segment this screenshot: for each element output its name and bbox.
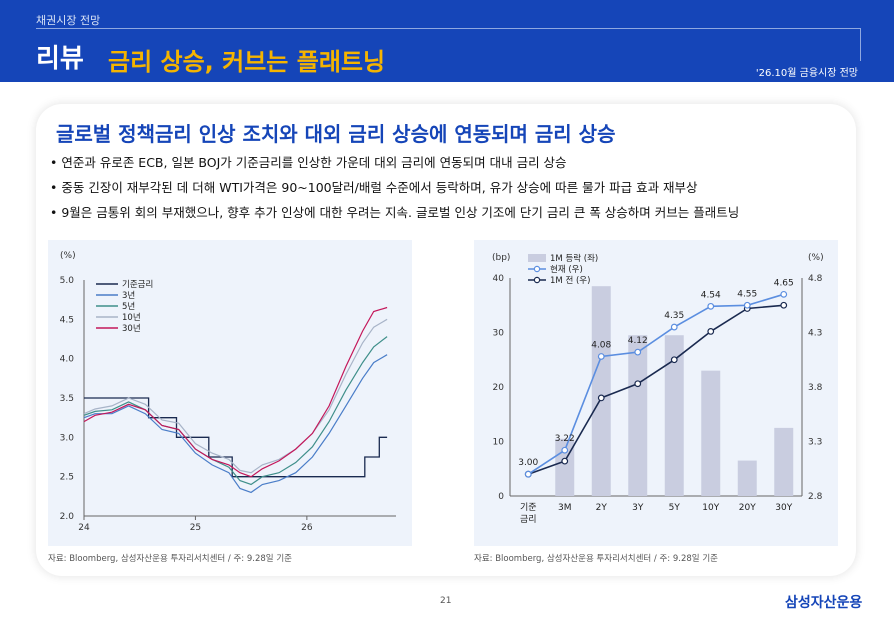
data-point <box>707 302 715 310</box>
data-label: 3.00 <box>518 458 538 468</box>
data-point <box>597 394 605 402</box>
legend-label: 5년 <box>122 301 135 312</box>
legend-label: 10년 <box>122 312 141 323</box>
yield-curve-chart: (bp) (%) 40 30 20 10 0 4.8 4.3 3.8 3.3 2.8 3.00 3.22 4… <box>492 253 824 525</box>
data-point <box>524 470 532 478</box>
series-line <box>527 293 785 475</box>
right-y-tick-label: 4.8 <box>808 274 823 284</box>
bar <box>628 335 648 496</box>
data-label: 3.22 <box>555 434 575 444</box>
y-tick-label: 4.5 <box>60 315 74 325</box>
data-label: 4.54 <box>701 290 721 300</box>
y-tick-label: 2.5 <box>60 473 74 483</box>
x-tick-label: 26 <box>301 523 313 533</box>
card-title: 글로벌 정책금리 인상 조치와 대외 금리 상승에 연동되며 금리 상승 <box>56 122 616 146</box>
x-tick-label: 10Y <box>702 503 719 513</box>
page-title: 리뷰 <box>36 44 84 74</box>
x-tick-label: 30Y <box>775 503 792 513</box>
series-line <box>83 306 388 478</box>
x-tick-label: 3Y <box>632 503 644 513</box>
x-tick-label: 기준 <box>520 502 537 513</box>
bar <box>701 370 721 496</box>
data-label: 4.55 <box>737 289 757 299</box>
source-note-right: 자료: Bloomberg, 삼성자산운용 투자리서치센터 / 주: 9.28일… <box>474 554 718 564</box>
section-label: 채권시장 전망 <box>36 14 101 27</box>
legend-label: 현재 (우) <box>550 265 583 275</box>
company-logo: 삼성자산운용 <box>785 595 863 611</box>
x-tick-label: 20Y <box>739 503 756 513</box>
left-y-tick-label: 40 <box>493 274 505 284</box>
page-number: 21 <box>440 596 452 606</box>
data-point <box>707 328 715 335</box>
bullet-item: • 연준과 유로존 ECB, 일본 BOJ가 기준금리를 인상한 가운데 대외 … <box>50 155 567 170</box>
data-point <box>597 353 605 360</box>
bar <box>591 286 611 496</box>
series-line <box>84 397 388 478</box>
data-label: 4.12 <box>628 336 648 346</box>
data-point <box>670 323 678 331</box>
legend-label: 1M 등락 (좌) <box>550 253 598 264</box>
x-tick-label: 5Y <box>669 503 681 513</box>
bar <box>664 335 684 496</box>
x-tick-label: 2Y <box>596 503 608 513</box>
rates-line-chart: (%) 5.0 4.5 4.0 3.5 3.0 2.5 2.024 25 26 기준금리3년5년10… <box>60 251 396 533</box>
x-tick-label: 25 <box>190 523 201 533</box>
legend-marker <box>533 276 541 284</box>
left-y-tick-label: 20 <box>493 383 505 393</box>
data-label: 4.08 <box>591 340 611 350</box>
series-line <box>83 354 388 494</box>
yield-curve-chart-panel: (bp) (%) 40 30 20 10 0 4.8 4.3 3.8 3.3 2.8 3.00 3.22 4… <box>474 240 838 546</box>
legend-label: 1M 전 (우) <box>550 275 590 286</box>
data-point <box>634 348 642 356</box>
legend-swatch <box>528 254 546 262</box>
data-label: 4.35 <box>664 311 684 321</box>
legend-label: 3년 <box>122 290 135 301</box>
x-tick-label: 금리 <box>520 514 537 525</box>
y-tick-label: 4.0 <box>60 355 75 365</box>
page-subtitle: 금리 상승, 커브는 플래트닝 <box>108 48 386 76</box>
right-y-tick-label: 3.3 <box>808 438 822 448</box>
legend-label: 기준금리 <box>122 280 153 290</box>
header-banner: 채권시장 전망 리뷰 금리 상승, 커브는 플래트닝 '26.10월 금융시장 … <box>0 0 894 82</box>
data-point <box>780 290 788 298</box>
legend-label: 30년 <box>122 323 141 334</box>
bullet-item: • 중동 긴장이 재부각된 데 더해 WTI가격은 90~100달러/배럴 수준… <box>50 180 698 195</box>
right-axis-unit: (%) <box>808 253 824 263</box>
data-point <box>561 446 569 454</box>
right-y-tick-label: 4.3 <box>808 329 822 339</box>
left-y-tick-label: 10 <box>493 438 505 448</box>
source-note-left: 자료: Bloomberg, 삼성자산운용 투자리서치센터 / 주: 9.28일… <box>48 554 292 564</box>
series-line <box>528 304 784 475</box>
left-y-tick-label: 0 <box>498 492 504 502</box>
y-tick-label: 3.5 <box>60 394 74 404</box>
data-point <box>561 457 569 465</box>
data-point <box>670 356 678 364</box>
legend-marker <box>533 265 541 273</box>
header-frame-line <box>36 28 861 61</box>
bullet-list: • 연준과 유로존 ECB, 일본 BOJ가 기준금리를 인상한 가운데 대외 … <box>50 154 739 229</box>
left-axis-unit: (bp) <box>492 253 510 263</box>
rates-line-chart-panel: (%) 5.0 4.5 4.0 3.5 3.0 2.5 2.0 24 25 26 기준금리 3년 5년 10… <box>48 240 412 546</box>
report-tag: '26.10월 금융시장 전망 <box>755 68 858 79</box>
right-y-tick-label: 2.8 <box>808 492 823 502</box>
data-label: 4.65 <box>774 278 794 288</box>
y-tick-label: 5.0 <box>60 276 75 286</box>
series-line <box>83 318 388 474</box>
y-tick-label: 2.0 <box>60 512 75 522</box>
x-tick-label: 3M <box>558 503 572 513</box>
left-y-tick-label: 30 <box>493 329 505 339</box>
data-point <box>743 301 751 309</box>
bullet-item: • 9월은 금통위 회의 부재했으나, 향후 추가 인상에 대한 우려는 지속.… <box>50 205 740 220</box>
series-line <box>83 336 388 486</box>
data-point <box>780 301 788 309</box>
bar <box>774 427 794 496</box>
bar <box>737 460 757 496</box>
data-point <box>634 380 642 388</box>
y-axis-unit: (%) <box>60 251 76 261</box>
x-tick-label: 24 <box>78 523 90 533</box>
right-y-tick-label: 3.8 <box>808 383 823 393</box>
y-tick-label: 3.0 <box>60 433 75 443</box>
